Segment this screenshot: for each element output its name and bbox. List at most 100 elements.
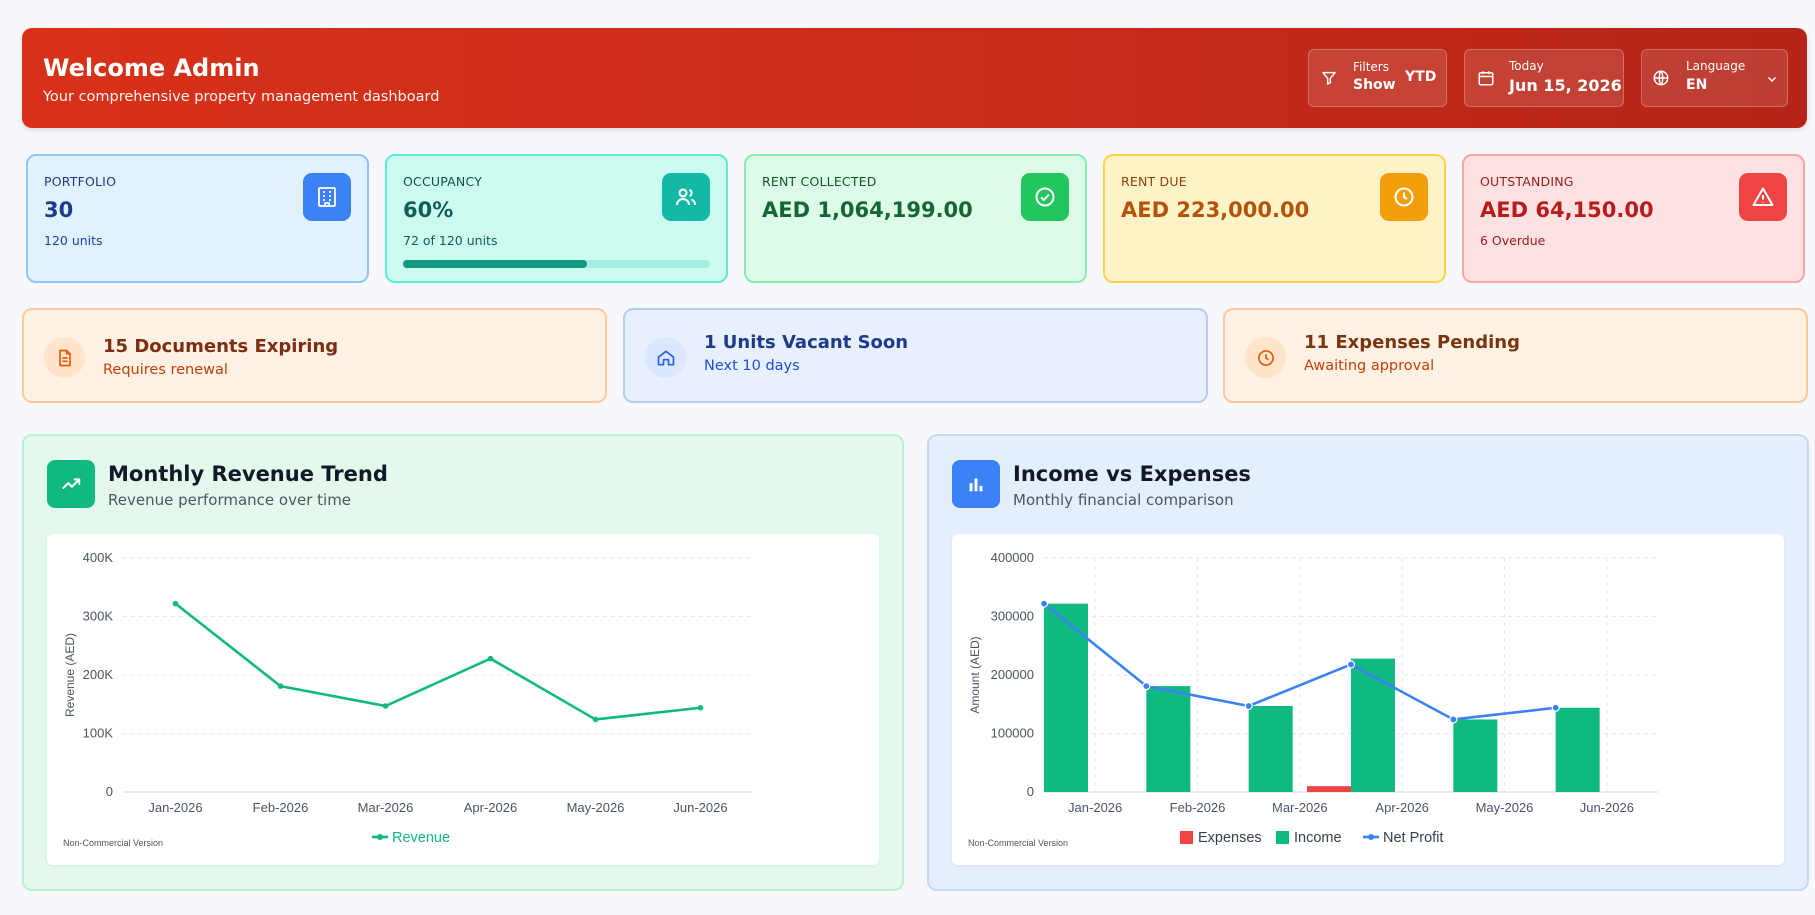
legend-income-swatch bbox=[1276, 831, 1289, 844]
income-expenses-chart: 0 100000 200000 300000 400000 Jan-2026 Feb-202… bbox=[952, 534, 1784, 865]
x-tick-label: Apr-2026 bbox=[1375, 800, 1428, 815]
documents-expiring-title: 15 Documents Expiring bbox=[103, 336, 339, 357]
net-profit-point bbox=[1142, 682, 1151, 691]
language-value: EN bbox=[1686, 77, 1708, 93]
expenses-pending-alert[interactable]: 11 Expenses Pending Awaiting approval bbox=[1223, 308, 1808, 403]
income-bar bbox=[1555, 707, 1600, 792]
warning-icon bbox=[1739, 173, 1787, 221]
date-display[interactable]: Today Jun 15, 2026 bbox=[1464, 49, 1624, 107]
revenue-point bbox=[382, 703, 389, 709]
revenue-point bbox=[592, 716, 599, 723]
revenue-panel-title: Monthly Revenue Trend bbox=[108, 462, 388, 486]
units-vacant-alert[interactable]: 1 Units Vacant Soon Next 10 days bbox=[623, 308, 1208, 403]
x-tick-label: May-2026 bbox=[1476, 800, 1534, 815]
date-value: Jun 15, 2026 bbox=[1509, 76, 1622, 95]
filter-icon bbox=[1322, 71, 1336, 85]
documents-expiring-alert[interactable]: 15 Documents Expiring Requires renewal bbox=[22, 308, 607, 403]
y-tick-label: 200K bbox=[83, 667, 114, 682]
income-bar bbox=[1248, 706, 1293, 792]
filters-action: Show bbox=[1353, 77, 1396, 93]
revenue-point bbox=[277, 683, 284, 689]
home-icon bbox=[645, 337, 686, 378]
check-circle-icon bbox=[1021, 173, 1069, 221]
rent-collected-card[interactable]: RENT COLLECTED AED 1,064,199.00 bbox=[744, 154, 1087, 283]
y-tick-label: 100000 bbox=[991, 726, 1034, 741]
net-profit-line bbox=[1043, 602, 1556, 721]
revenue-chart-svg: 0 100K 200K 300K 400K Jan-2026 Feb-2026 Mar-202… bbox=[63, 550, 753, 848]
rent-due-label: RENT DUE bbox=[1121, 174, 1187, 189]
occupancy-card[interactable]: OCCUPANCY 60% 72 of 120 units bbox=[385, 154, 728, 283]
net-profit-point bbox=[1449, 715, 1458, 724]
language-select[interactable]: Language EN bbox=[1641, 49, 1788, 107]
filters-label: Filters bbox=[1353, 60, 1389, 74]
revenue-point bbox=[697, 704, 704, 711]
clock-icon bbox=[1245, 337, 1286, 378]
income-panel-subtitle: Monthly financial comparison bbox=[1013, 491, 1234, 509]
filters-button[interactable]: Filters Show YTD bbox=[1308, 49, 1447, 107]
revenue-trend-panel: Monthly Revenue Trend Revenue performanc… bbox=[22, 434, 904, 891]
net-profit-point bbox=[1551, 703, 1560, 712]
revenue-chart: 0 100K 200K 300K 400K Jan-2026 Feb-2026 Mar-202… bbox=[47, 534, 879, 865]
legend-net-profit-marker bbox=[1368, 834, 1374, 840]
expenses-bar bbox=[1307, 786, 1351, 792]
x-tick-label: Jan-2026 bbox=[1068, 800, 1122, 815]
clock-icon bbox=[1380, 173, 1428, 221]
units-vacant-title: 1 Units Vacant Soon bbox=[704, 332, 909, 353]
y-tick-label: 300K bbox=[83, 609, 114, 624]
rent-collected-value: AED 1,064,199.00 bbox=[762, 198, 973, 222]
x-tick-label: May-2026 bbox=[567, 800, 625, 815]
expenses-pending-title: 11 Expenses Pending bbox=[1304, 332, 1520, 353]
y-tick-label: 0 bbox=[1027, 784, 1034, 799]
document-icon bbox=[44, 337, 85, 378]
legend-income-label: Income bbox=[1294, 830, 1342, 846]
outstanding-card[interactable]: OUTSTANDING AED 64,150.00 6 Overdue bbox=[1462, 154, 1805, 283]
x-tick-label: Feb-2026 bbox=[1170, 800, 1226, 815]
x-tick-label: Mar-2026 bbox=[1272, 800, 1328, 815]
x-tick-label: Mar-2026 bbox=[358, 800, 414, 815]
income-bar bbox=[1453, 719, 1498, 792]
building-icon bbox=[303, 173, 351, 221]
outstanding-value: AED 64,150.00 bbox=[1480, 198, 1654, 222]
income-bar bbox=[1044, 603, 1088, 792]
legend-net-profit-label: Net Profit bbox=[1383, 830, 1443, 846]
portfolio-card[interactable]: PORTFOLIO 30 120 units bbox=[26, 154, 369, 283]
income-panel-title: Income vs Expenses bbox=[1013, 462, 1251, 486]
occupancy-units: 72 of 120 units bbox=[403, 233, 498, 248]
y-axis-label: Amount (AED) bbox=[968, 636, 982, 713]
y-tick-label: 400K bbox=[83, 550, 114, 565]
y-tick-label: 0 bbox=[106, 784, 113, 799]
legend-revenue-label: Revenue bbox=[392, 830, 450, 846]
legend-revenue-marker bbox=[377, 834, 383, 840]
x-tick-label: Jun-2026 bbox=[673, 800, 727, 815]
portfolio-value: 30 bbox=[44, 198, 74, 222]
page-title: Welcome Admin bbox=[43, 54, 260, 82]
revenue-point bbox=[172, 600, 179, 607]
globe-icon bbox=[1653, 70, 1669, 86]
net-profit-point bbox=[1346, 660, 1356, 669]
watermark: Non-Commercial Version bbox=[63, 838, 163, 848]
filters-period: YTD bbox=[1405, 69, 1437, 85]
watermark: Non-Commercial Version bbox=[968, 838, 1068, 848]
revenue-series-line bbox=[174, 602, 701, 721]
y-axis-label: Revenue (AED) bbox=[63, 633, 77, 717]
date-label: Today bbox=[1509, 59, 1544, 73]
page-subtitle: Your comprehensive property management d… bbox=[43, 89, 440, 105]
y-tick-label: 100K bbox=[83, 726, 114, 741]
occupancy-progress-fill bbox=[403, 260, 588, 268]
bar-chart-icon bbox=[952, 460, 1000, 508]
rent-due-card[interactable]: RENT DUE AED 223,000.00 bbox=[1103, 154, 1446, 283]
occupancy-value: 60% bbox=[403, 198, 454, 222]
documents-expiring-sub: Requires renewal bbox=[103, 362, 228, 378]
y-tick-label: 400000 bbox=[991, 550, 1034, 565]
outstanding-overdue: 6 Overdue bbox=[1480, 233, 1546, 248]
net-profit-point bbox=[1244, 701, 1253, 711]
net-profit-point bbox=[1039, 599, 1049, 608]
rent-collected-label: RENT COLLECTED bbox=[762, 174, 877, 189]
income-bar bbox=[1351, 658, 1395, 792]
users-icon bbox=[662, 173, 710, 221]
occupancy-label: OCCUPANCY bbox=[403, 174, 483, 189]
revenue-panel-subtitle: Revenue performance over time bbox=[108, 491, 352, 509]
occupancy-progress-bar bbox=[403, 260, 710, 268]
income-expenses-panel: Income vs Expenses Monthly financial com… bbox=[927, 434, 1809, 891]
chevron-down-icon bbox=[1767, 76, 1777, 83]
